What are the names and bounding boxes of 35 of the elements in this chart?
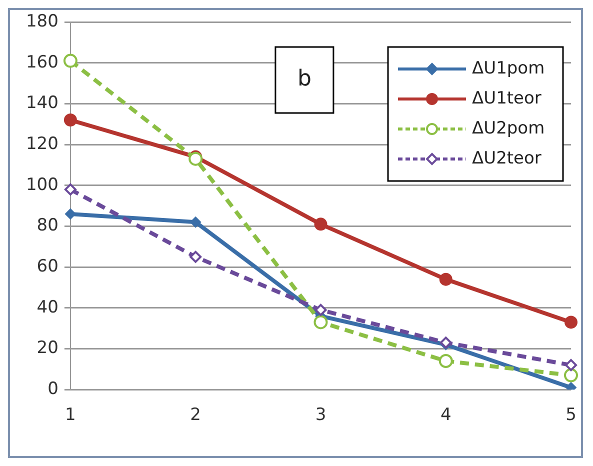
x-tick-label: 3 <box>315 405 326 426</box>
point <box>190 216 202 228</box>
legend-label: ΔU1pom <box>472 58 545 78</box>
point <box>564 368 578 382</box>
point <box>314 304 327 316</box>
point <box>64 208 76 220</box>
point <box>190 250 202 263</box>
point <box>439 272 452 286</box>
point <box>64 114 77 127</box>
point <box>63 54 78 68</box>
x-tick-label: 4 <box>440 405 452 426</box>
point <box>188 152 203 166</box>
y-tick-label: 20 <box>36 338 58 358</box>
point <box>314 315 328 330</box>
annotation: b <box>297 66 312 92</box>
point <box>64 183 76 196</box>
legend-label: ΔU2teor <box>472 148 542 168</box>
x-tick-label: 1 <box>65 405 76 426</box>
y-tick-label: 140 <box>26 93 58 114</box>
x-tick-label: 2 <box>190 405 201 426</box>
legend-label: ΔU1teor <box>472 88 542 108</box>
point <box>314 218 328 231</box>
y-tick-label: 40 <box>36 297 58 318</box>
point <box>564 316 578 329</box>
y-tick-label: 60 <box>36 256 58 276</box>
point <box>438 354 453 368</box>
y-tick-label: 180 <box>26 11 58 32</box>
y-tick-label: 80 <box>36 216 58 236</box>
point <box>565 359 577 372</box>
y-tick-label: 160 <box>26 52 58 72</box>
x-tick-label: 5 <box>566 405 576 426</box>
legend-label: ΔU2pom <box>472 118 545 138</box>
y-tick-label: 0 <box>48 379 58 400</box>
y-tick-label: 100 <box>26 174 58 195</box>
y-tick-label: 120 <box>26 134 58 154</box>
